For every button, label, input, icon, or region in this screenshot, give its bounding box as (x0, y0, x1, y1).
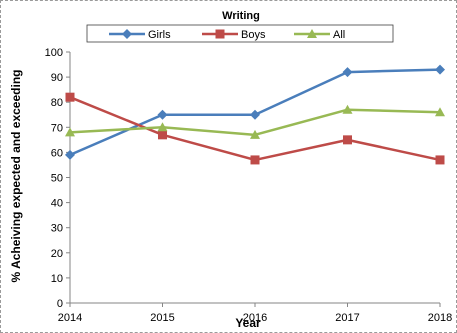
y-tick-label: 30 (51, 223, 63, 235)
y-tick-label: 20 (51, 248, 63, 260)
y-tick-label: 40 (51, 198, 63, 210)
y-tick-label: 0 (57, 298, 63, 310)
all-data-point (250, 129, 260, 139)
legend-boys-marker (215, 29, 225, 39)
y-tick-label: 10 (51, 273, 63, 285)
legend-girls-marker (122, 29, 132, 39)
y-axis-title: % Acheiving expected and exceeding (9, 70, 23, 283)
x-tick-label: 2017 (335, 312, 359, 324)
y-tick-label: 80 (51, 97, 63, 109)
legend-all-label: All (333, 29, 345, 41)
y-tick-label: 70 (51, 122, 63, 134)
boys-data-point (435, 155, 445, 165)
x-axis-title: Year (235, 316, 261, 330)
girls-data-point (342, 67, 353, 78)
girls-data-point (250, 109, 260, 120)
x-tick-label: 2018 (428, 312, 452, 324)
all-data-point (435, 107, 445, 117)
all-data-point (342, 104, 353, 114)
girls-data-point (65, 149, 75, 160)
y-tick-label: 60 (51, 147, 63, 159)
boys-data-point (158, 130, 167, 140)
y-tick-label: 100 (45, 47, 63, 59)
girls-data-point (157, 109, 168, 120)
legend-girls-label: Girls (148, 29, 171, 41)
legend-boys-label: Boys (241, 29, 266, 41)
plot-axes: 0 10 20 30 40 50 60 70 80 90 100 2014 2015 2016 2017 20… (45, 47, 453, 324)
legend: Girls Boys All (86, 24, 394, 43)
x-tick-label: 2016 (243, 312, 267, 324)
boys-data-point (343, 135, 352, 145)
plot-area (65, 64, 445, 165)
x-tick-label: 2015 (150, 312, 174, 324)
all-data-point (65, 127, 75, 137)
chart-title: Writing (222, 10, 260, 22)
boys-data-point (250, 155, 260, 165)
all-data-point (157, 122, 168, 132)
y-tick-label: 90 (51, 72, 63, 84)
legend-all-marker (307, 29, 317, 38)
girls-data-point (435, 64, 445, 75)
x-tick-label: 2014 (58, 312, 82, 324)
y-tick-label: 50 (51, 173, 63, 185)
boys-data-point (65, 92, 75, 102)
